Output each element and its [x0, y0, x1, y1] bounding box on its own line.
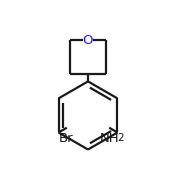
- Text: NH: NH: [100, 132, 120, 145]
- Text: Br: Br: [59, 132, 73, 145]
- Text: 2: 2: [117, 133, 124, 143]
- Text: O: O: [83, 34, 93, 47]
